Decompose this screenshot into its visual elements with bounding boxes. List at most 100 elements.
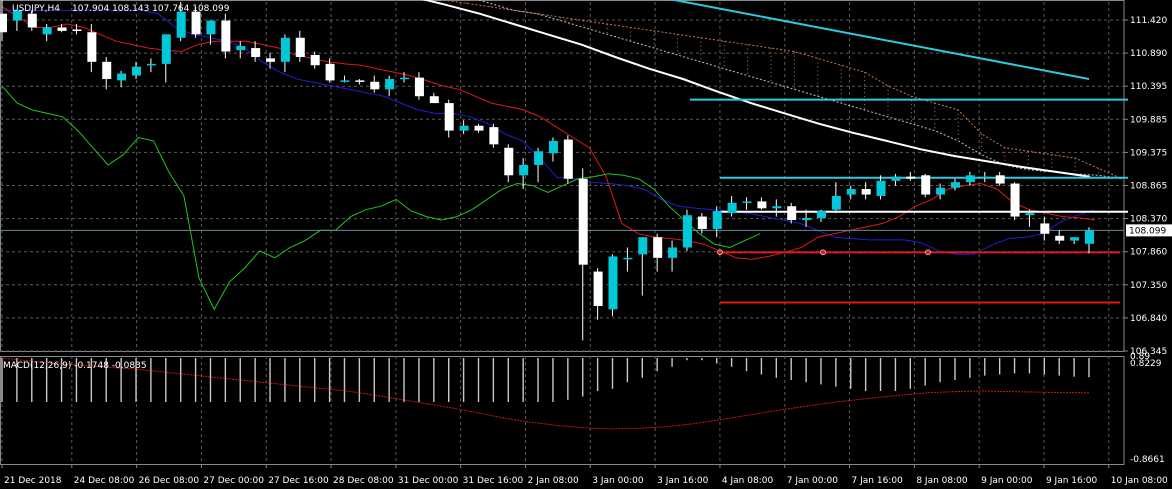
macd-tick-label: -0.8661 [1130, 455, 1165, 465]
candle-body [906, 176, 916, 179]
candle-body [161, 34, 171, 64]
candle [251, 41, 261, 62]
candle [444, 99, 454, 138]
candle [548, 137, 558, 162]
ohlc-readout: 107.904 108.143 107.764 108.099 [72, 4, 230, 14]
candle [280, 34, 290, 73]
candle [42, 24, 52, 42]
level-anchor-marker[interactable] [925, 249, 931, 256]
candle-body [132, 66, 142, 76]
candle-body [42, 27, 52, 35]
candle-body [12, 10, 22, 21]
symbol-title: USDJPY,H4 [12, 4, 60, 14]
candle-body [653, 237, 663, 258]
candle [27, 10, 37, 31]
candle [891, 173, 901, 186]
candle [623, 247, 633, 272]
current-price-label: 108.099 [1129, 226, 1166, 236]
current-price-tag [1126, 224, 1172, 237]
candle-body [355, 80, 365, 82]
candle [727, 195, 737, 217]
level-anchor-marker[interactable] [820, 249, 826, 256]
candle [980, 171, 990, 183]
candle [474, 123, 484, 133]
candle [608, 254, 618, 317]
candle-body [563, 139, 573, 179]
candle [325, 58, 335, 83]
candle [295, 30, 305, 62]
time-tick-label: 9 Jan 16:00 [1046, 476, 1098, 486]
candle [906, 171, 916, 181]
axes: 111.420 110.890 110.395 109.885 109.375 108.8… [1, 16, 1172, 486]
candle-body [1010, 183, 1020, 217]
candle [1070, 237, 1080, 245]
candle [578, 168, 588, 341]
candle-body [429, 96, 439, 104]
candle-body [87, 32, 97, 62]
candle-body [876, 180, 886, 196]
candle-body [102, 61, 112, 80]
time-tick-label: 21 Dec 2018 [4, 476, 62, 486]
candle-body [459, 125, 469, 131]
candle [72, 24, 82, 35]
candle-body [117, 73, 127, 81]
candle-body [950, 182, 960, 188]
candle-body [236, 46, 246, 51]
candle [87, 24, 97, 73]
candle [921, 173, 931, 198]
candle-body [831, 195, 841, 210]
candle-body [27, 13, 37, 28]
candle [1010, 182, 1020, 220]
candle [1085, 227, 1094, 254]
candle [340, 75, 350, 83]
candle [459, 120, 469, 135]
time-tick-label: 27 Dec 00:00 [203, 476, 264, 486]
candle-body [712, 211, 722, 229]
candle [57, 24, 67, 33]
candle-body [668, 247, 678, 258]
candle [355, 79, 365, 85]
candle-body [221, 20, 231, 52]
time-tick-label: 26 Dec 08:00 [139, 476, 200, 486]
candle-body [742, 201, 752, 203]
candle-body [176, 11, 186, 38]
time-tick-label: 8 Jan 08:00 [916, 476, 968, 486]
candle-body [1070, 237, 1080, 241]
candle [489, 123, 499, 148]
candle [831, 182, 841, 214]
candle-body [548, 140, 558, 154]
candle [593, 268, 603, 320]
candle [816, 209, 826, 223]
candle [1055, 230, 1065, 245]
candle-body [370, 81, 380, 90]
price-frame [0, 0, 1125, 352]
candle-body [400, 77, 410, 80]
grid [0, 0, 1125, 465]
level-anchor-marker[interactable] [717, 249, 723, 256]
candle-body [266, 58, 276, 62]
candle [697, 213, 707, 234]
candle [221, 13, 231, 59]
candle-body [72, 29, 82, 32]
candle-body [757, 201, 767, 209]
macd-signal-line [1, 357, 1090, 430]
candle [236, 41, 246, 59]
candle [802, 209, 812, 227]
candle-body [57, 27, 67, 31]
candle [846, 185, 856, 200]
candle [1025, 209, 1035, 227]
candle-body [638, 237, 648, 255]
candle [757, 197, 767, 210]
candle [653, 233, 663, 272]
time-tick-label: 10 Jan 08:00 [1111, 476, 1168, 486]
macd-title: MACD(12,26,9) -0.1748 -0.0835 [3, 361, 147, 371]
time-tick-label: 31 Dec 00:00 [398, 476, 459, 486]
candle [132, 61, 142, 80]
candle [712, 206, 722, 238]
candle-body [727, 202, 737, 214]
price-tick-label: 110.395 [1130, 82, 1167, 92]
price-tick-label: 110.890 [1130, 49, 1167, 59]
candle [161, 34, 171, 83]
candle [429, 92, 439, 104]
